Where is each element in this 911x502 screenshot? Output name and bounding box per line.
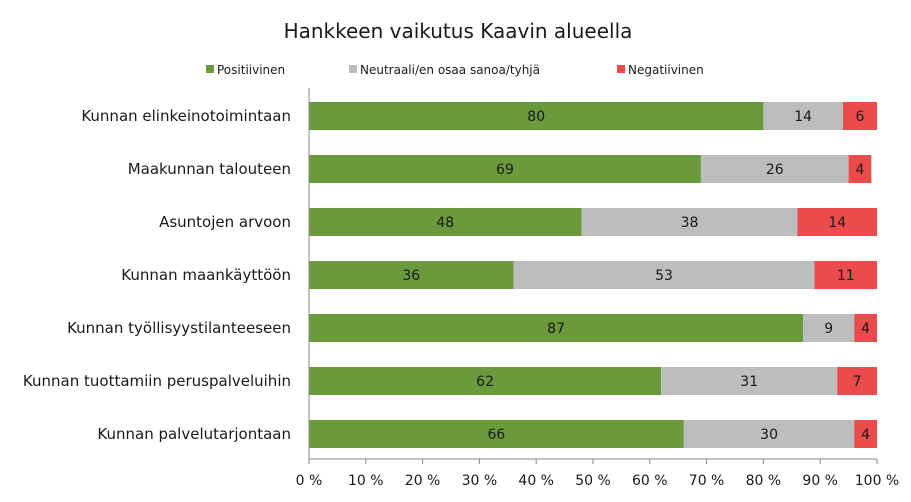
bar-value-label: 26 bbox=[766, 162, 784, 178]
bar-value-label: 87 bbox=[547, 321, 565, 337]
chart-title: Hankkeen vaikutus Kaavin alueella bbox=[284, 19, 633, 43]
bar-segment bbox=[309, 155, 701, 183]
bars: 80 14 6 69 26 4 48 38 14 36 53 11 87 9 4 62 31 7 66 30 4 bbox=[309, 102, 877, 448]
bar-segment bbox=[661, 367, 838, 395]
legend-label-3: Negatiivinen bbox=[628, 63, 704, 77]
category-label: Asuntojen arvoon bbox=[159, 213, 291, 231]
category-label: Kunnan työllisyystilanteeseen bbox=[67, 319, 291, 337]
bar-value-label: 53 bbox=[655, 268, 673, 284]
x-tick-label: 10 % bbox=[348, 473, 384, 489]
bar-value-label: 62 bbox=[476, 374, 494, 390]
legend-label-1: Positiivinen bbox=[217, 63, 285, 77]
x-tick-label: 30 % bbox=[462, 473, 498, 489]
bar-segment bbox=[854, 314, 877, 342]
bar-segment bbox=[309, 367, 662, 395]
bar-segment bbox=[763, 102, 843, 130]
bar-segment bbox=[854, 420, 877, 448]
bar-segment bbox=[803, 314, 855, 342]
legend-swatch-3 bbox=[617, 65, 625, 73]
legend-swatch-1 bbox=[206, 65, 214, 73]
bar-segment bbox=[309, 420, 684, 448]
category-label: Kunnan tuottamiin peruspalveluihin bbox=[23, 372, 291, 390]
bar-value-label: 38 bbox=[681, 215, 699, 231]
legend-label-2: Neutraali/en osaa sanoa/tyhjä bbox=[360, 63, 540, 77]
bar-value-label: 6 bbox=[855, 109, 864, 125]
x-tick-label: 40 % bbox=[518, 473, 554, 489]
bar-value-label: 80 bbox=[527, 109, 545, 125]
bar-value-label: 69 bbox=[496, 162, 514, 178]
bar-value-label: 11 bbox=[837, 268, 855, 284]
x-tick-label: 20 % bbox=[405, 473, 441, 489]
category-label: Kunnan maankäyttöön bbox=[121, 266, 291, 284]
bar-value-label: 48 bbox=[436, 215, 454, 231]
bar-value-label: 9 bbox=[824, 321, 833, 337]
bar-segment bbox=[814, 261, 877, 289]
category-label: Maakunnan talouteen bbox=[128, 160, 291, 178]
category-label: Kunnan elinkeinotoimintaan bbox=[81, 107, 291, 125]
bar-segment bbox=[581, 208, 798, 236]
bar-value-label: 66 bbox=[488, 427, 506, 443]
bar-value-label: 30 bbox=[760, 427, 778, 443]
bar-segment bbox=[837, 367, 877, 395]
bar-segment bbox=[848, 155, 872, 183]
x-tick-label: 90 % bbox=[802, 473, 838, 489]
x-tick-label: 70 % bbox=[689, 473, 725, 489]
x-tick-label: 100 % bbox=[855, 473, 899, 489]
axes: 0 % 10 % 20 % 30 % 40 % 50 % 60 % 70 % 80 % 90 % 1… bbox=[296, 88, 899, 489]
bar-segment bbox=[309, 261, 514, 289]
bar-value-label: 14 bbox=[794, 109, 812, 125]
legend: Positiivinen Neutraali/en osaa sanoa/tyhj… bbox=[206, 63, 704, 77]
bar-segment bbox=[797, 208, 877, 236]
bar-value-label: 7 bbox=[853, 374, 862, 390]
x-tick-label: 50 % bbox=[575, 473, 611, 489]
bar-segment bbox=[683, 420, 855, 448]
bar-segment bbox=[513, 261, 815, 289]
bar-segment bbox=[842, 102, 877, 130]
bar-segment bbox=[309, 102, 764, 130]
x-tick-label: 80 % bbox=[746, 473, 782, 489]
bar-value-label: 4 bbox=[861, 427, 870, 443]
bar-segment bbox=[700, 155, 849, 183]
category-label: Kunnan palvelutarjontaan bbox=[97, 425, 291, 443]
bar-segment bbox=[309, 314, 804, 342]
x-tick-label: 60 % bbox=[632, 473, 668, 489]
bar-value-label: 36 bbox=[402, 268, 420, 284]
bar-value-label: 4 bbox=[855, 162, 864, 178]
bar-segment bbox=[309, 208, 582, 236]
legend-swatch-2 bbox=[349, 65, 357, 73]
bar-value-label: 14 bbox=[828, 215, 846, 231]
x-tick-label: 0 % bbox=[296, 473, 323, 489]
bar-value-label: 4 bbox=[861, 321, 870, 337]
bar-value-label: 31 bbox=[740, 374, 758, 390]
category-labels: Kunnan elinkeinotoimintaan Maakunnan talo… bbox=[23, 107, 291, 443]
